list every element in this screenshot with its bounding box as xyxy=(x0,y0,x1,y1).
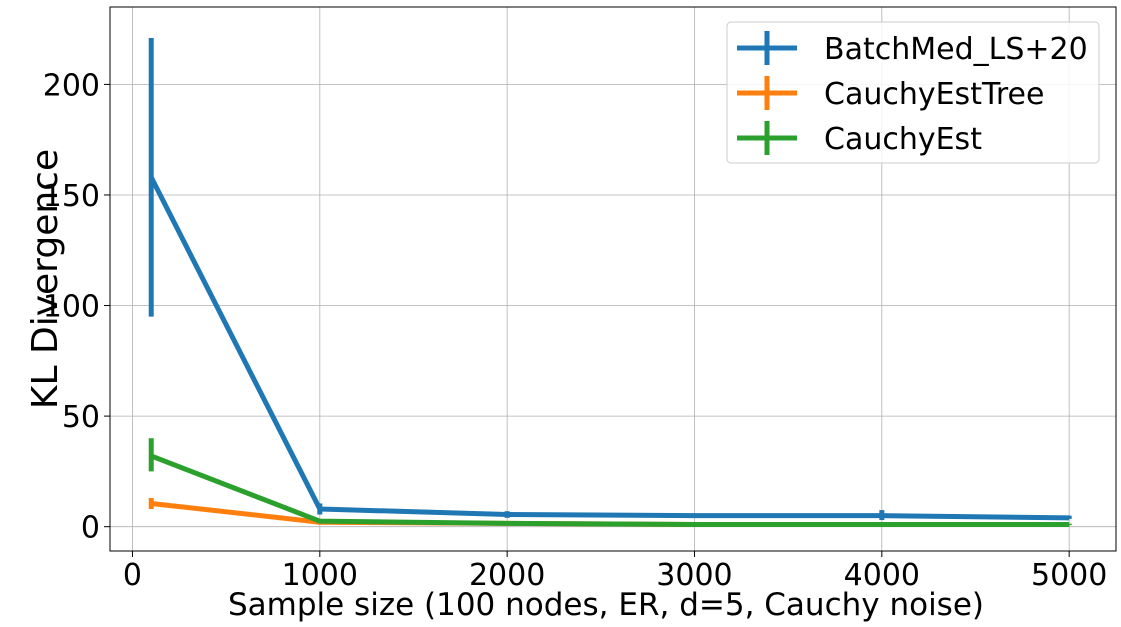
y-tick-label: 200 xyxy=(43,68,100,103)
legend-label: CauchyEstTree xyxy=(824,77,1044,112)
plot-frame xyxy=(109,6,1117,552)
x-tick-label: 0 xyxy=(123,558,142,593)
x-tick-label: 4000 xyxy=(844,558,920,593)
x-tick-label: 2000 xyxy=(469,558,545,593)
legend: BatchMed_LS+20 CauchyEstTree CauchyEst xyxy=(726,21,1100,164)
x-tick-label: 3000 xyxy=(656,558,732,593)
series-line xyxy=(150,453,1070,527)
x-tick-label: 5000 xyxy=(1031,558,1107,593)
ticks-layer: 0 1000 2000 3000 4000 5000 0 50 100 150 200 xyxy=(43,68,1108,593)
y-tick-label: 50 xyxy=(62,400,100,435)
legend-label: BatchMed_LS+20 xyxy=(824,32,1088,67)
y-tick-label: 150 xyxy=(43,179,100,214)
legend-box xyxy=(726,21,1100,164)
y-axis-label: KL Divergence xyxy=(25,149,66,409)
y-tick-label: 100 xyxy=(43,290,100,325)
legend-label: CauchyEst xyxy=(824,122,982,157)
series-line xyxy=(148,176,1070,521)
x-axis-label: Sample size (100 nodes, ER, d=5, Cauchy … xyxy=(228,587,984,623)
series-2 xyxy=(148,438,1072,527)
y-tick-label: 0 xyxy=(81,511,100,546)
series-0 xyxy=(148,37,1072,521)
series-layer xyxy=(148,37,1072,527)
x-tick-label: 1000 xyxy=(282,558,358,593)
